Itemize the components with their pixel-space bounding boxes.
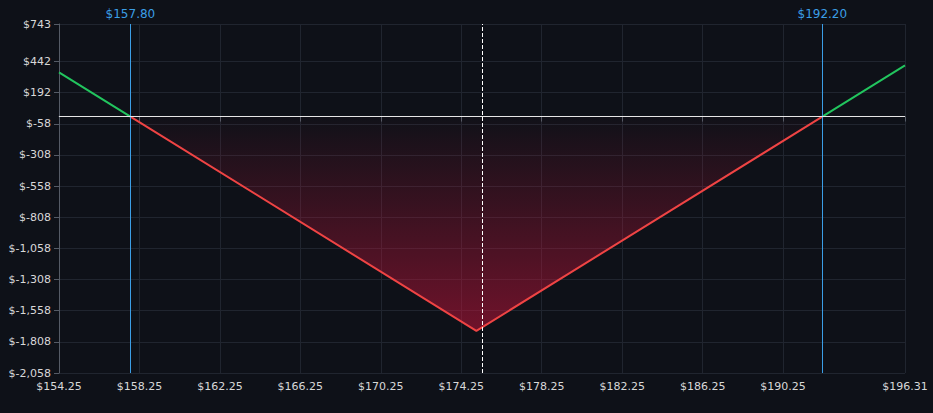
svg-text:$157.80: $157.80: [106, 7, 156, 21]
svg-text:$178.25: $178.25: [519, 380, 565, 393]
svg-text:$186.25: $186.25: [680, 380, 726, 393]
svg-text:$-558: $-558: [19, 180, 51, 193]
svg-text:$190.25: $190.25: [760, 380, 806, 393]
svg-text:$-2,058: $-2,058: [9, 367, 51, 380]
svg-text:$-1,308: $-1,308: [9, 273, 51, 286]
svg-text:$192.20: $192.20: [798, 7, 848, 21]
svg-text:$-308: $-308: [19, 148, 51, 161]
svg-text:$743: $743: [23, 18, 51, 31]
svg-text:$158.25: $158.25: [117, 380, 163, 393]
svg-text:$442: $442: [23, 55, 51, 68]
svg-text:$-1,808: $-1,808: [9, 335, 51, 348]
svg-text:$154.25: $154.25: [36, 380, 82, 393]
svg-text:$-808: $-808: [19, 211, 51, 224]
svg-text:$196.31: $196.31: [882, 380, 928, 393]
svg-text:$170.25: $170.25: [358, 380, 404, 393]
svg-text:$192: $192: [23, 86, 51, 99]
svg-text:$-58: $-58: [26, 117, 51, 130]
svg-text:$174.25: $174.25: [439, 380, 485, 393]
svg-text:$182.25: $182.25: [599, 380, 645, 393]
svg-text:$166.25: $166.25: [278, 380, 324, 393]
svg-text:$-1,058: $-1,058: [9, 242, 51, 255]
svg-text:$-1,558: $-1,558: [9, 304, 51, 317]
svg-text:$162.25: $162.25: [197, 380, 243, 393]
